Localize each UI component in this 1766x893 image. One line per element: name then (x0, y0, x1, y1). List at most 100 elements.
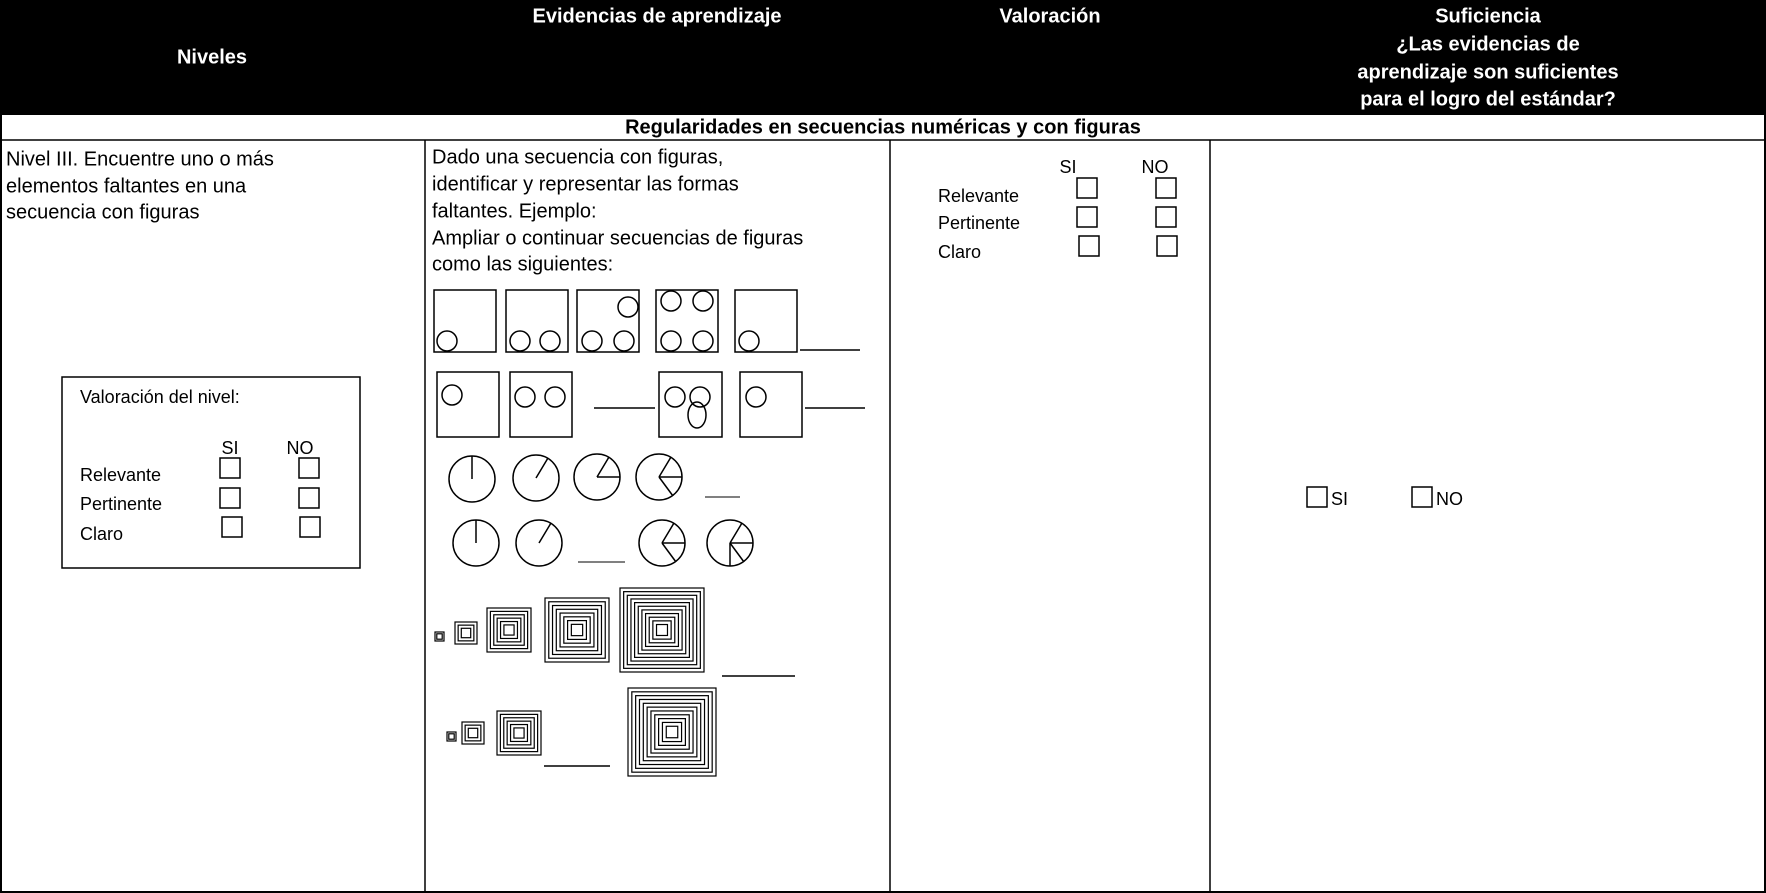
figure-shape (613, 330, 635, 352)
nivel-text: secuencia con figuras (6, 201, 199, 223)
figure-shape (661, 542, 677, 563)
figure-shape (729, 542, 745, 563)
figure-shape (436, 330, 458, 352)
figure-shape (509, 371, 573, 438)
figure-shape (512, 454, 560, 502)
checkbox[interactable] (1155, 206, 1177, 228)
figure-shape (576, 289, 640, 353)
spiral-ring (655, 623, 669, 637)
spiral-ring (626, 594, 698, 666)
spiral-ring (566, 619, 588, 641)
checkbox[interactable] (298, 457, 320, 479)
criterion: Relevante (938, 186, 1019, 206)
spiral-figure (619, 587, 705, 673)
spiral-ring (630, 598, 694, 662)
figure-shape (745, 386, 767, 408)
spiral-ring (457, 624, 475, 642)
spiral-ring (454, 621, 478, 645)
checkbox[interactable] (219, 487, 241, 509)
figure-shape (738, 330, 760, 352)
spiral-ring (496, 617, 522, 643)
header-cell: para el logro del estándar? (1360, 88, 1616, 110)
spiral-ring (665, 725, 679, 739)
criterion: Claro (938, 242, 981, 262)
spiral-figure (434, 631, 445, 642)
spiral-ring (461, 721, 485, 745)
header-cell: Valoración (999, 5, 1100, 27)
section-title: Regularidades en secuencias numéricas y … (625, 116, 1141, 138)
checkboxes (219, 457, 321, 538)
checkbox[interactable] (221, 516, 243, 538)
checkbox[interactable] (1411, 486, 1433, 508)
spiral-ring (499, 713, 539, 753)
spiral-ring (631, 691, 713, 773)
spiral-ring (654, 714, 690, 750)
spiral-ring (551, 604, 603, 656)
spiral-ring (446, 731, 457, 742)
spiral-ring (509, 723, 529, 743)
col-label: SI (221, 438, 238, 458)
evidencia-text: Ampliar o continuar secuencias de figura… (432, 227, 803, 249)
spiral-figure (446, 731, 457, 742)
spiral-ring (661, 721, 683, 743)
figure-shape (692, 290, 714, 312)
header-cell: ¿Las evidencias de (1396, 33, 1579, 55)
spiral-ring (513, 727, 525, 739)
spiral-ring (644, 612, 680, 648)
spiral-ring (635, 695, 709, 769)
figure-shape (689, 386, 711, 408)
spiral-figure (627, 687, 717, 777)
evidencia-text: identificar y representar las formas (432, 173, 739, 195)
figure-shape (514, 386, 536, 408)
figures (433, 289, 865, 777)
figure-shape (538, 522, 552, 544)
figure-shape (692, 330, 714, 352)
checkbox[interactable] (1076, 177, 1098, 199)
checkbox[interactable] (299, 516, 321, 538)
figure-shape (544, 386, 566, 408)
header-cell: Suficiencia (1435, 5, 1541, 27)
criterion: Pertinente (938, 213, 1020, 233)
figure-shape (734, 289, 798, 353)
spiral-ring (641, 609, 683, 651)
checkbox[interactable] (219, 457, 241, 479)
checkbox[interactable] (1156, 235, 1178, 257)
checkbox[interactable] (1078, 235, 1100, 257)
figure-shape (515, 519, 563, 567)
spiral-ring (503, 717, 535, 749)
spiral-ring (496, 710, 542, 756)
spiral-ring (658, 718, 686, 746)
checkbox[interactable] (1076, 206, 1098, 228)
spiral-ring (634, 602, 690, 658)
nivel-text: Nivel III. Encuentre uno o más (6, 148, 274, 170)
option-label: SI (1331, 489, 1348, 509)
checkbox[interactable] (298, 487, 320, 509)
col-label: SI (1059, 157, 1076, 177)
spiral-ring (623, 591, 701, 669)
checkbox[interactable] (1306, 486, 1328, 508)
figure-shape (739, 371, 803, 438)
checkboxes (1076, 177, 1433, 508)
figure-shape (509, 330, 531, 352)
spiral-ring (646, 706, 698, 758)
spiral-ring (434, 631, 445, 642)
spiral-ring (467, 727, 479, 739)
spiral-figure (454, 621, 478, 645)
option-label: NO (1436, 489, 1463, 509)
figure-shape (539, 330, 561, 352)
spiral-ring (648, 616, 676, 644)
spiral-figure (544, 597, 610, 663)
figure-shape (658, 371, 723, 438)
spiral-ring (619, 587, 705, 673)
spiral-ring (638, 698, 706, 766)
checkbox[interactable] (1155, 177, 1177, 199)
figure-shape (441, 384, 463, 406)
spiral-ring (506, 720, 532, 746)
evidencia-text: como las siguientes: (432, 253, 613, 275)
spiral-ring (563, 616, 591, 644)
figure-shape (664, 386, 686, 408)
spiral-ring (637, 605, 687, 655)
